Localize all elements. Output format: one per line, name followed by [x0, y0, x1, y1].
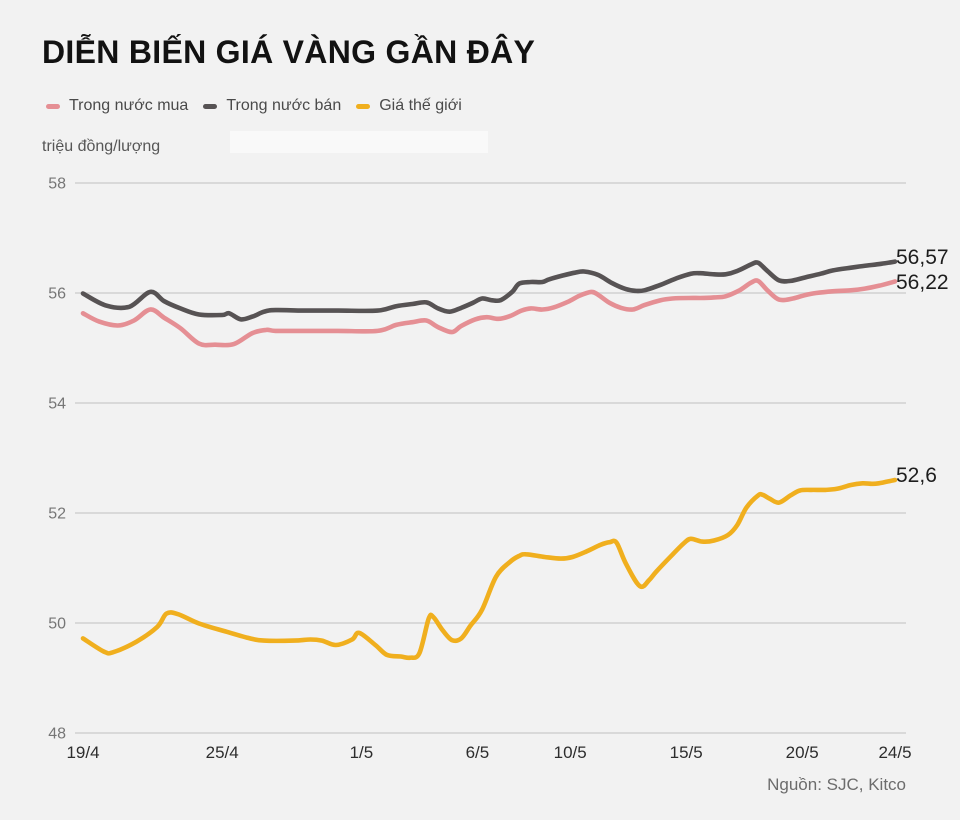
- y-tick-label-56: 56: [48, 286, 66, 303]
- x-tick-label-15-5: 15/5: [670, 743, 703, 762]
- y-axis-unit-label: triệu đồng/lượng: [42, 138, 161, 155]
- end-label-trong-nuoc-mua: 56,22: [896, 271, 949, 294]
- end-label-trong-nuoc-ban: 56,57: [896, 246, 949, 269]
- x-tick-label-20-5: 20/5: [786, 743, 819, 762]
- legend-item-trong-nuoc-ban: Trong nước bán: [203, 96, 341, 116]
- legend-label-trong-nuoc-mua: Trong nước mua: [69, 97, 189, 114]
- x-tick-label-19-4: 19/4: [66, 743, 99, 762]
- legend: Trong nước mua Trong nước bán Giá thế gi…: [46, 96, 462, 116]
- series-line-1: [80, 259, 898, 322]
- x-tick-label-1-5: 1/5: [350, 743, 374, 762]
- legend-swatch-trong-nuoc-mua-icon: [46, 103, 60, 109]
- series-line-2: [80, 477, 898, 661]
- y-tick-label-58: 58: [48, 176, 66, 193]
- legend-swatch-gia-the-gioi-icon: [356, 103, 371, 109]
- y-tick-label-52: 52: [48, 506, 66, 523]
- y-tick-label-48: 48: [48, 726, 66, 743]
- series-line-0: [80, 278, 898, 348]
- watermark-box: [230, 131, 488, 153]
- y-tick-label-50: 50: [48, 616, 66, 633]
- x-tick-label-25-4: 25/4: [206, 743, 239, 762]
- x-tick-label-6-5: 6/5: [466, 743, 490, 762]
- legend-swatch-trong-nuoc-ban-icon: [203, 103, 218, 109]
- x-tick-label-10-5: 10/5: [554, 743, 587, 762]
- end-label-gia-the-gioi: 52,6: [896, 464, 937, 487]
- source-credit: Nguồn: SJC, Kitco: [767, 775, 906, 794]
- legend-label-trong-nuoc-ban: Trong nước bán: [226, 97, 342, 114]
- x-tick-label-24-5: 24/5: [878, 743, 911, 762]
- legend-item-gia-the-gioi: Giá thế giới: [356, 96, 462, 116]
- legend-item-trong-nuoc-mua: Trong nước mua: [46, 96, 188, 116]
- page-title: DIỄN BIẾN GIÁ VÀNG GẦN ĐÂY: [42, 34, 536, 70]
- y-tick-label-54: 54: [48, 396, 66, 413]
- legend-label-gia-the-gioi: Giá thế giới: [379, 97, 462, 114]
